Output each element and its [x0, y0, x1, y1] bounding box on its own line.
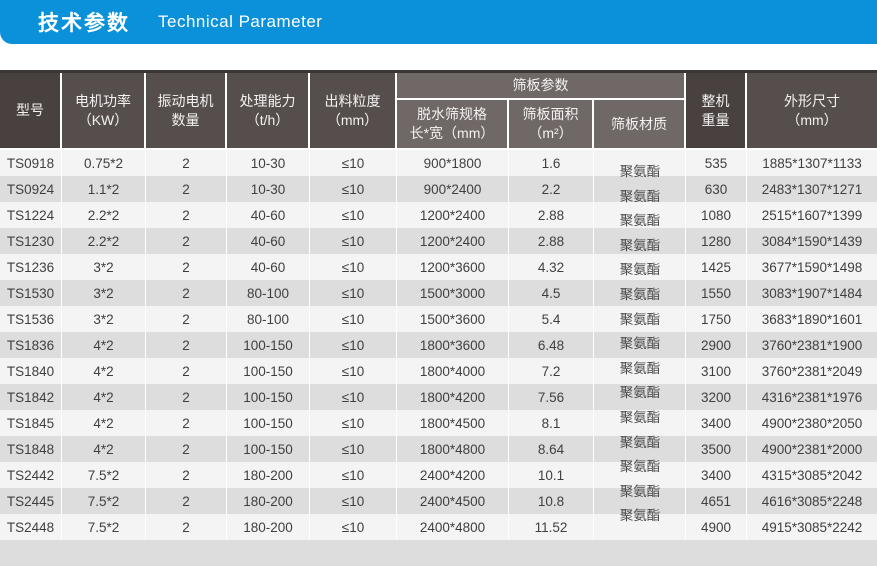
table-row: TS1230 2.2*2 2 40-60 ≤10 1200*2400 2.88 1280 308… [0, 228, 877, 254]
column-header-motor-count: 振动电机 数量 [146, 73, 227, 150]
cell-model: TS1848 [0, 436, 62, 462]
technical-parameter-table: 型号 电机功率 （KW） 振动电机 数量 处理能力 （t/h） 出料粒度 （mm） 筛板… [0, 70, 877, 566]
column-group-screen-plate: 筛板参数 [397, 73, 687, 100]
cell-model: TS1236 [0, 254, 62, 280]
cell-material [594, 280, 687, 306]
cell-material [594, 202, 687, 228]
cell-model: TS0918 [0, 150, 62, 176]
cell-model: TS0924 [0, 176, 62, 202]
column-header-dimensions: 外形尺寸 （mm） [747, 73, 877, 150]
cell-material [594, 332, 687, 358]
cell-material [594, 410, 687, 436]
cell-material [594, 150, 687, 176]
column-header-weight: 整机 重量 [686, 73, 748, 150]
column-header-screen-area: 筛板面积 （m²） [509, 100, 594, 150]
table-row: TS1848 4*2 2 100-150 ≤10 1800*4800 8.64 3500 490… [0, 436, 877, 462]
cell-material [594, 358, 687, 384]
cell-material [594, 306, 687, 332]
table-row: TS1530 3*2 2 80-100 ≤10 1500*3000 4.5 1550 3083*… [0, 280, 877, 306]
section-banner: 技术参数 Technical Parameter [0, 0, 877, 44]
column-header-screen-spec: 脱水筛规格 长*宽（mm） [397, 100, 509, 150]
cell-model: TS2448 [0, 514, 62, 540]
cell-model: TS1840 [0, 358, 62, 384]
page-title-zh: 技术参数 [38, 12, 130, 35]
cell-material [594, 176, 687, 202]
table-row: TS0918 0.75*2 2 10-30 ≤10 900*1800 1.6 535 1885*… [0, 150, 877, 176]
cell-model: TS1536 [0, 306, 62, 332]
table-row-clipped [0, 540, 877, 566]
column-header-model: 型号 [0, 73, 62, 150]
page-title-en: Technical Parameter [158, 12, 323, 31]
table-row: TS2445 7.5*2 2 180-200 ≤10 2400*4500 10.8 4651 4… [0, 488, 877, 514]
cell-material [594, 462, 687, 488]
cell-model: TS2442 [0, 462, 62, 488]
cell-material [594, 436, 687, 462]
column-header-power: 电机功率 （KW） [62, 73, 146, 150]
cell-material [594, 488, 687, 514]
table-row: TS1836 4*2 2 100-150 ≤10 1800*3600 6.48 2900 376… [0, 332, 877, 358]
table-row: TS0924 1.1*2 2 10-30 ≤10 900*2400 2.2 630 2483*1… [0, 176, 877, 202]
cell-material [594, 384, 687, 410]
table-row: TS1536 3*2 2 80-100 ≤10 1500*3600 5.4 1750 3683*… [0, 306, 877, 332]
table-row: TS1845 4*2 2 100-150 ≤10 1800*4500 8.1 3400 4900… [0, 410, 877, 436]
table-row: TS2448 7.5*2 2 180-200 ≤10 2400*4800 11.52 4900… [0, 514, 877, 540]
cell-model: TS1836 [0, 332, 62, 358]
column-header-capacity: 处理能力 （t/h） [227, 73, 310, 150]
table-row: TS1236 3*2 2 40-60 ≤10 1200*3600 4.32 1425 3677*… [0, 254, 877, 280]
table-row: TS1224 2.2*2 2 40-60 ≤10 1200*2400 2.88 1080 251… [0, 202, 877, 228]
cell-model: TS1842 [0, 384, 62, 410]
table-row: TS1842 4*2 2 100-150 ≤10 1800*4200 7.56 3200 431… [0, 384, 877, 410]
table-row: TS2442 7.5*2 2 180-200 ≤10 2400*4200 10.1 3400 4… [0, 462, 877, 488]
table-row: TS1840 4*2 2 100-150 ≤10 1800*4000 7.2 3100 3760… [0, 358, 877, 384]
cell-model: TS1224 [0, 202, 62, 228]
cell-material [594, 514, 687, 540]
cell-material [594, 228, 687, 254]
cell-model: TS1530 [0, 280, 62, 306]
cell-model: TS1845 [0, 410, 62, 436]
cell-material [594, 254, 687, 280]
column-header-screen-material: 筛板材质 [594, 100, 687, 150]
column-header-particle-size: 出料粒度 （mm） [310, 73, 397, 150]
cell-model: TS2445 [0, 488, 62, 514]
cell-model: TS1230 [0, 228, 62, 254]
